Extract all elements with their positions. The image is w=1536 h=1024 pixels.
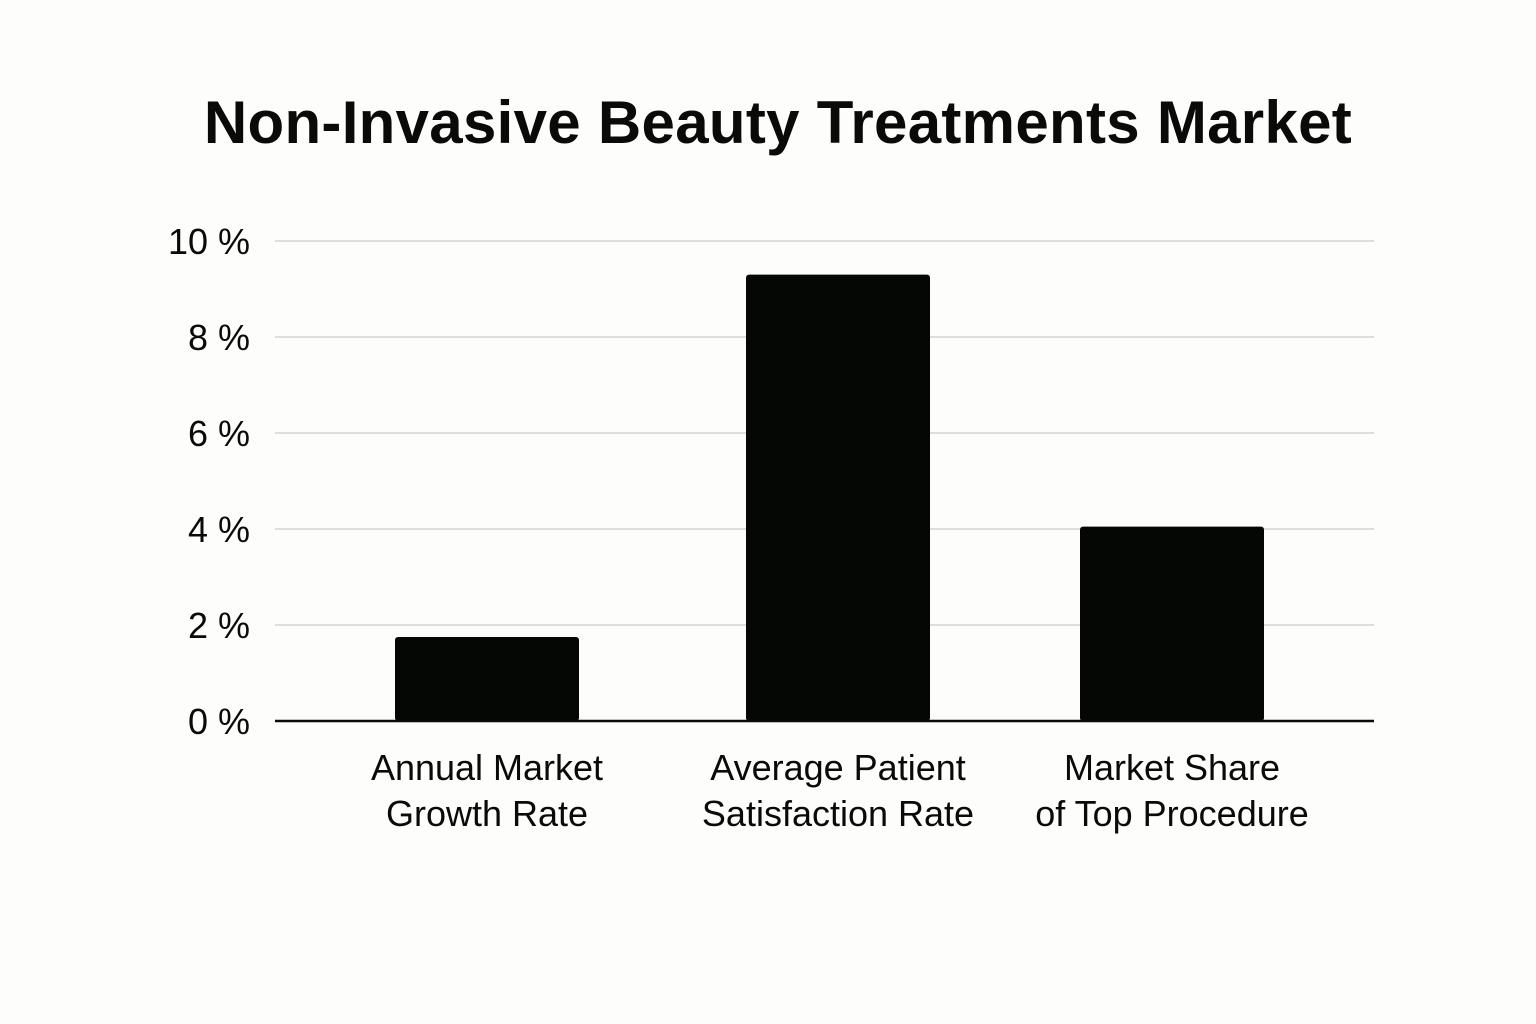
- x-category-label: Growth Rate: [386, 793, 588, 834]
- bars: [395, 274, 1264, 721]
- y-tick-label: 0 %: [188, 701, 250, 742]
- bar: [746, 274, 930, 721]
- x-category-label: Annual Market: [371, 747, 603, 788]
- y-tick-label: 8 %: [188, 317, 250, 358]
- y-tick-label: 10 %: [168, 221, 250, 262]
- bar: [1080, 526, 1264, 721]
- x-category-label: Average Patient: [710, 747, 966, 788]
- x-axis-category-labels: Annual Market Growth Rate Average Patient S…: [371, 747, 1309, 834]
- x-category-label: Market Share: [1064, 747, 1280, 788]
- bar: [395, 637, 579, 721]
- y-tick-label: 2 %: [188, 605, 250, 646]
- y-tick-label: 6 %: [188, 413, 250, 454]
- x-category-label: of Top Procedure: [1035, 793, 1309, 834]
- chart-title: Non-Invasive Beauty Treatments Market: [203, 89, 1353, 156]
- y-axis-tick-labels: 0 % 2 % 4 % 6 % 8 % 10 %: [168, 221, 250, 742]
- y-tick-label: 4 %: [188, 509, 250, 550]
- x-category-label: Satisfaction Rate: [702, 793, 974, 834]
